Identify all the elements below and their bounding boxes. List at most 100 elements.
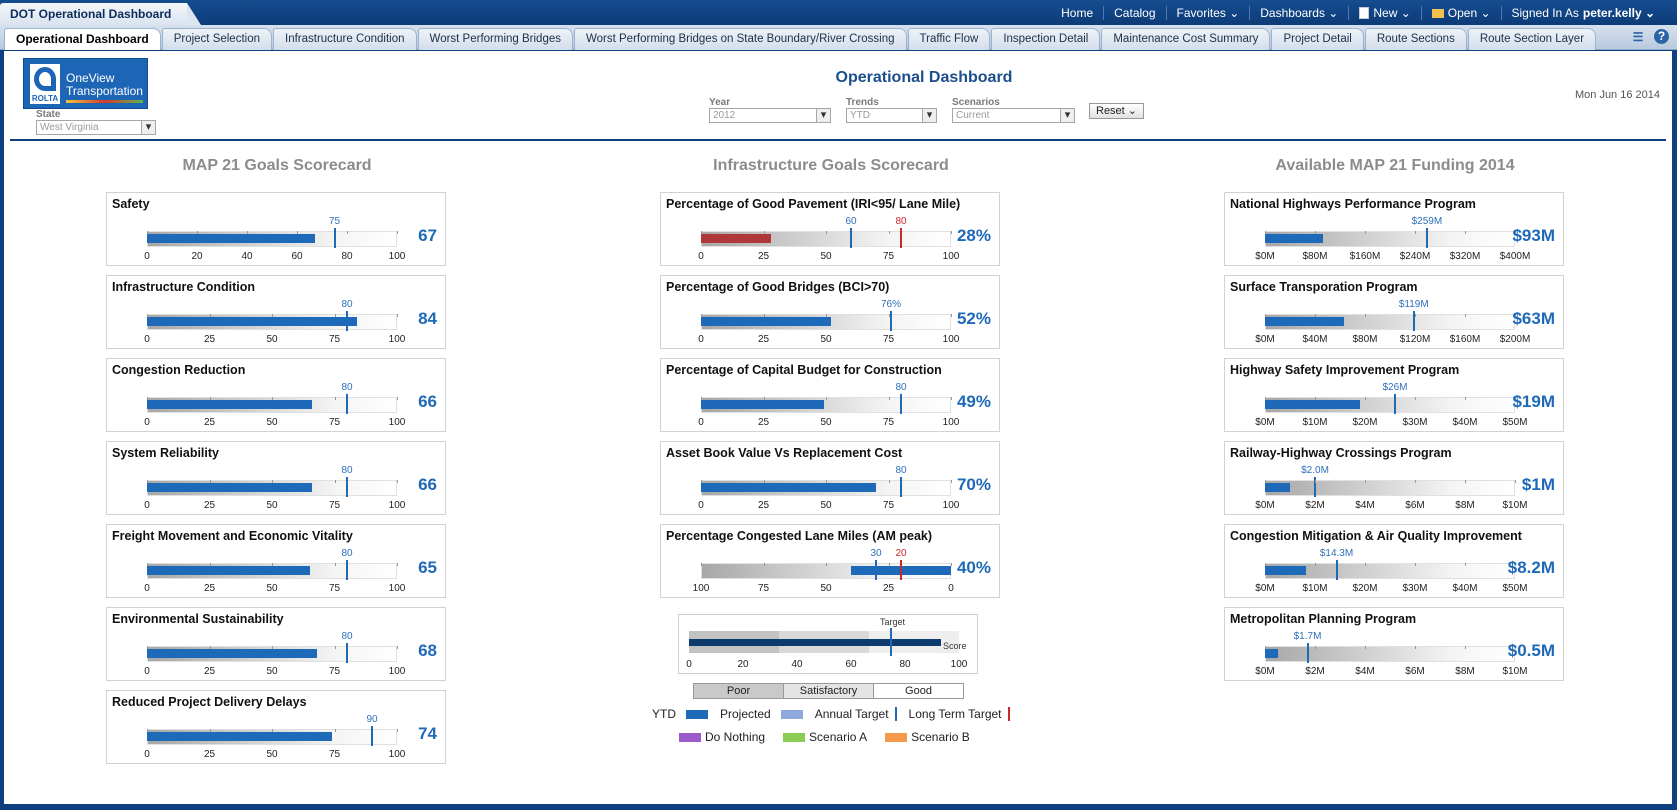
scorecard-card[interactable]: Percentage Congested Lane Miles (AM peak… (660, 524, 1000, 598)
tick-mark (1465, 314, 1466, 317)
tick-mark (297, 231, 298, 234)
scenarios-select[interactable]: Current (952, 108, 1075, 123)
tab-maintenance-cost-summary[interactable]: Maintenance Cost Summary (1101, 28, 1271, 50)
scorecard-card[interactable]: Congestion Mitigation & Air Quality Impr… (1224, 524, 1564, 598)
tab-worst-performing-bridges[interactable]: Worst Performing Bridges (417, 28, 573, 50)
value-bar (1265, 649, 1278, 658)
tick-mark (1415, 563, 1416, 566)
tick-mark (247, 231, 248, 234)
tick-mark (397, 480, 398, 483)
annual-target-marker (875, 560, 877, 580)
tab-inspection-detail[interactable]: Inspection Detail (991, 28, 1101, 50)
legend-scenario-a-label: Scenario A (809, 730, 868, 744)
tick-mark (209, 563, 211, 566)
tick-label: 0 (144, 334, 150, 345)
tick-label: 50 (266, 334, 278, 345)
tick-label: $240M (1399, 251, 1431, 262)
tick-mark (1515, 646, 1516, 649)
tick-mark (209, 646, 211, 649)
value-bar (701, 483, 876, 492)
tick-mark (888, 397, 890, 400)
scorecard-card[interactable]: Percentage of Good Pavement (IRI<95/ Lan… (660, 192, 1000, 266)
tick-label: 100 (388, 251, 406, 262)
card-title: Highway Safety Improvement Program (1230, 363, 1460, 377)
tick-label: $0M (1255, 666, 1275, 677)
tick-label: 25 (203, 334, 216, 345)
tick-mark (397, 563, 398, 566)
card-title: Safety (112, 197, 150, 211)
page-options-icon[interactable]: ☰ (1632, 30, 1644, 44)
tick-label: $40M (1452, 583, 1478, 594)
target-label: 76% (880, 299, 902, 310)
tab-route-section-layer[interactable]: Route Section Layer (1467, 28, 1597, 50)
nav-favorites[interactable]: Favorites ⌄ (1165, 5, 1250, 20)
scorecard-card[interactable]: Highway Safety Improvement Program $26M $0… (1224, 358, 1564, 432)
tick-label: $120M (1399, 334, 1431, 345)
nav-home[interactable]: Home (1061, 5, 1094, 20)
scorecard-card[interactable]: Congestion Reduction 80 0 25 50 75 100 66 (106, 358, 446, 432)
card-title: Asset Book Value Vs Replacement Cost (666, 446, 903, 460)
scorecard-card[interactable]: Percentage of Good Bridges (BCI>70) 76% 0 2… (660, 275, 1000, 349)
tick-label: 25 (203, 500, 216, 511)
tab-operational-dashboard[interactable]: Operational Dashboard (4, 28, 161, 50)
card-title: Congestion Mitigation & Air Quality Impr… (1230, 529, 1522, 543)
scorecard-card[interactable]: Surface Transporation Program $119M $0M $40… (1224, 275, 1564, 349)
tick-label: 75 (328, 666, 341, 677)
scorecard-card[interactable]: Safety 75 0 20 40 60 80 100 67 (106, 192, 446, 266)
scorecard-card[interactable]: Freight Movement and Economic Vitality 80… (106, 524, 446, 598)
value-bar (1265, 400, 1360, 409)
tick-label: $80M (1352, 334, 1378, 345)
scorecard-card[interactable]: Reduced Project Delivery Delays 90 0 25 50 75… (106, 690, 446, 764)
legend-tick: 40 (791, 659, 803, 670)
bar-background (1265, 646, 1515, 662)
band-good: Good (873, 683, 964, 699)
year-select[interactable]: 2012 (709, 108, 831, 123)
tab-project-selection[interactable]: Project Selection (161, 28, 272, 50)
tab-infrastructure-condition[interactable]: Infrastructure Condition (273, 28, 417, 50)
tick-label: 0 (948, 583, 954, 594)
nav-dashboards[interactable]: Dashboards ⌄ (1249, 5, 1348, 20)
tick-mark (347, 231, 348, 234)
tab-traffic-flow[interactable]: Traffic Flow (907, 28, 991, 50)
tick-label: 100 (388, 749, 406, 760)
tab-route-sections[interactable]: Route Sections (1364, 28, 1467, 50)
trends-select[interactable]: YTD (846, 108, 937, 123)
scorecard-card[interactable]: Percentage of Capital Budget for Constru… (660, 358, 1000, 432)
signed-in-label: Signed In As peter.kelly ⌄ (1500, 5, 1665, 20)
legend-ytd-label: YTD (652, 707, 676, 721)
scorecard-card[interactable]: Railway-Highway Crossings Program $2.0M $0… (1224, 441, 1564, 515)
scorecard-card[interactable]: Asset Book Value Vs Replacement Cost 80 0 2… (660, 441, 1000, 515)
scorecard-card[interactable]: Metropolitan Planning Program $1.7M $0M $2M… (1224, 607, 1564, 681)
user-menu[interactable]: peter.kelly ⌄ (1582, 5, 1655, 20)
help-icon[interactable]: ? (1654, 29, 1669, 44)
tick-mark (209, 314, 211, 317)
tick-label: 75 (328, 583, 341, 594)
tick-mark (1465, 563, 1466, 566)
tab-project-detail[interactable]: Project Detail (1271, 28, 1364, 50)
tab-worst-performing-bridges-on-state-boundary-river-crossing[interactable]: Worst Performing Bridges on State Bounda… (574, 28, 907, 50)
reset-button[interactable]: Reset ⌄ (1089, 103, 1145, 119)
scorecard-card[interactable]: Infrastructure Condition 80 0 25 50 75 100 84 (106, 275, 446, 349)
tick-label: 0 (698, 500, 704, 511)
target-label: 80 (341, 382, 353, 393)
value-label: $19M (1512, 392, 1555, 411)
tick-label: 0 (698, 334, 704, 345)
scorecard-card[interactable]: System Reliability 80 0 25 50 75 100 66 (106, 441, 446, 515)
state-select[interactable]: West Virginia (36, 120, 156, 135)
scorecard-card[interactable]: National Highways Performance Program $25… (1224, 192, 1564, 266)
tick-mark (826, 397, 827, 400)
tick-label: $50M (1502, 583, 1528, 594)
tick-label: 20 (191, 251, 203, 262)
legend-tick: 60 (845, 659, 857, 670)
scorecard-card[interactable]: Environmental Sustainability 80 0 25 50 75 100… (106, 607, 446, 681)
long-term-target-marker (900, 560, 902, 580)
nav-catalog[interactable]: Catalog (1103, 5, 1165, 20)
nav-new[interactable]: New ⌄ (1348, 5, 1420, 20)
target-label: 80 (895, 465, 907, 476)
legend-target-marker (890, 628, 892, 656)
value-bar (701, 400, 824, 409)
annual-target-marker (346, 643, 348, 663)
tick-label: 100 (942, 417, 960, 428)
tick-mark (1415, 397, 1416, 400)
nav-open[interactable]: Open ⌄ (1420, 5, 1501, 20)
